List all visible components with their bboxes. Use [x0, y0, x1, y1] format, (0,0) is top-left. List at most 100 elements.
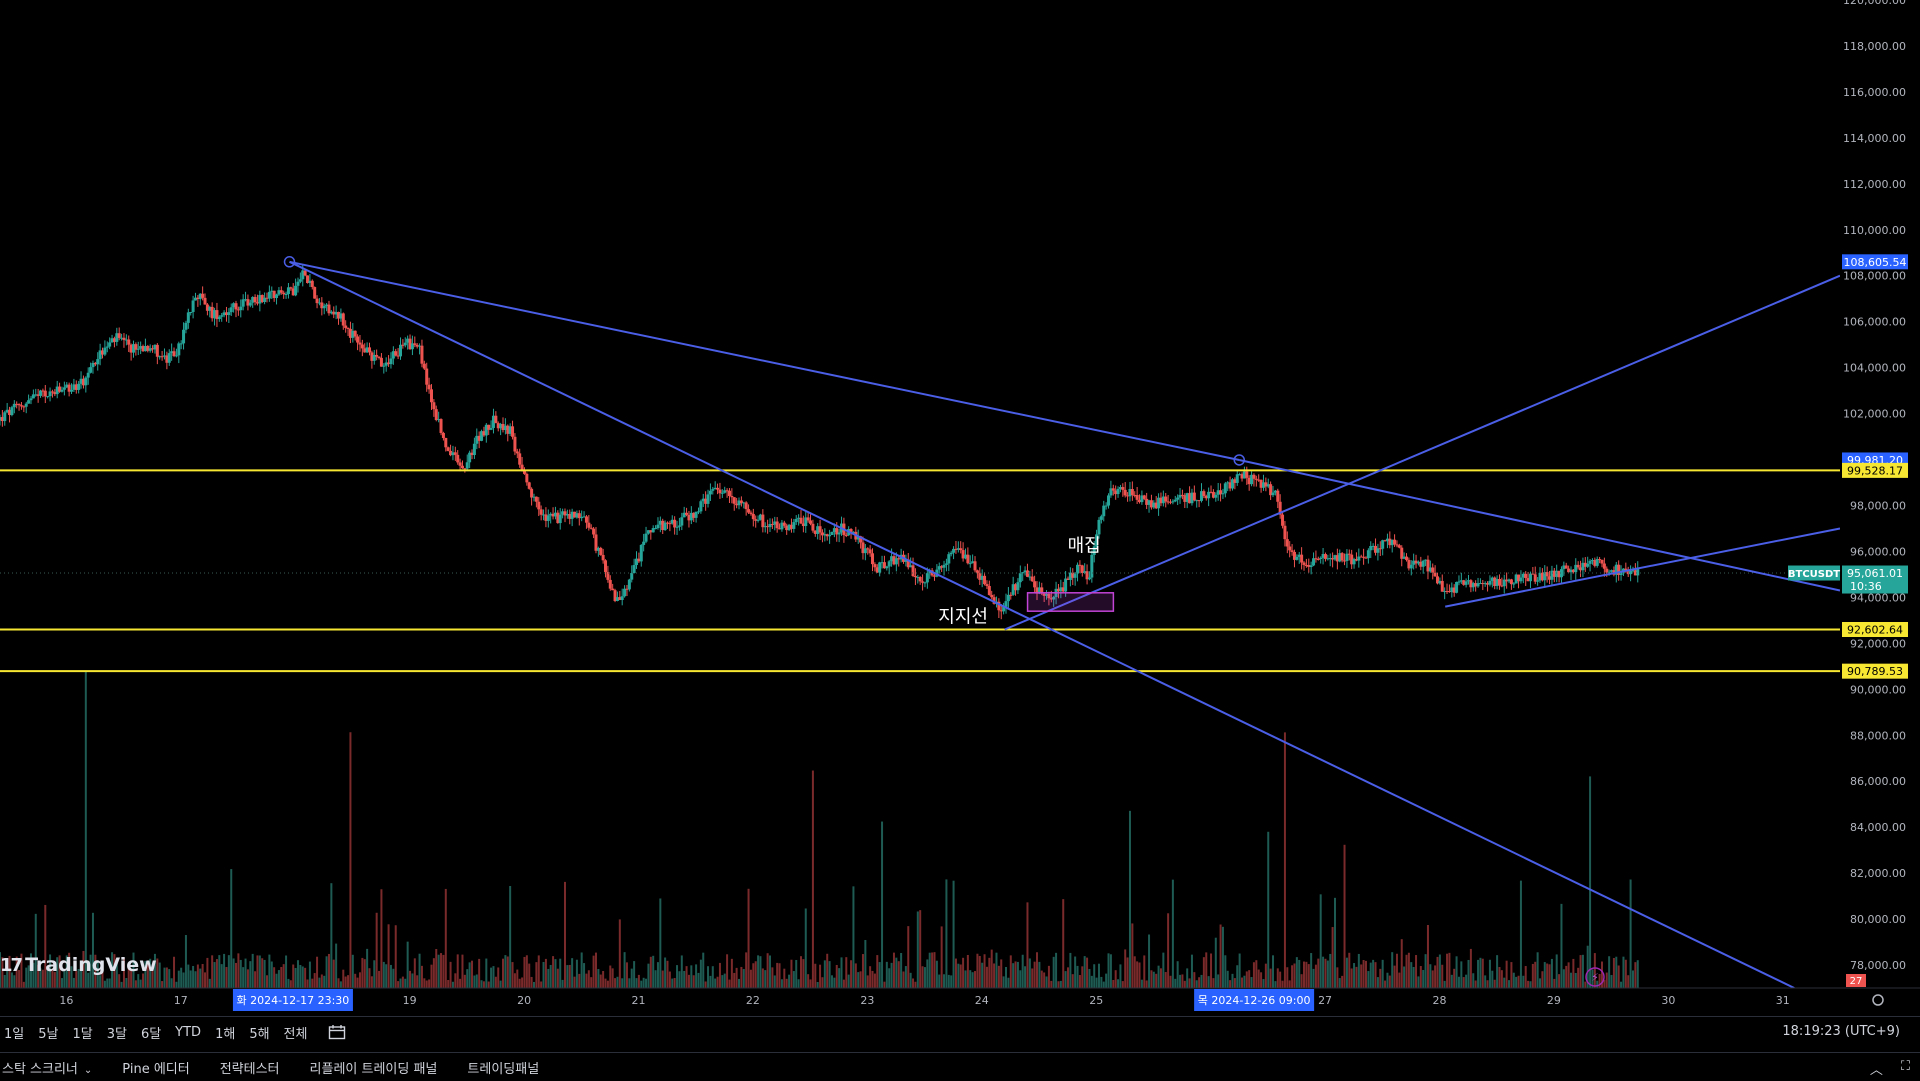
range-all-button[interactable]: 전체 — [283, 1026, 308, 1042]
range-3m-button[interactable]: 3달 — [106, 1026, 127, 1042]
clock-display[interactable]: 18:19:23 (UTC+9) — [1782, 1024, 1900, 1039]
volume-bar — [537, 955, 540, 988]
maximize-icon[interactable]: ⛶ — [1900, 1059, 1910, 1074]
volume-bar — [990, 949, 993, 988]
volume-bar — [1005, 966, 1008, 988]
candle-body — [882, 562, 886, 569]
candle-body — [224, 312, 228, 316]
volume-bar — [1517, 975, 1520, 988]
candle-body — [105, 346, 109, 348]
accumulation-annotation[interactable]: 매집 — [1068, 535, 1101, 556]
candle-body — [828, 535, 832, 537]
candle-body — [1092, 546, 1096, 555]
volume-bar — [1438, 954, 1441, 988]
candle-body — [556, 512, 560, 524]
trendline-anchor-point[interactable] — [283, 256, 296, 268]
range-5y-button[interactable]: 5해 — [249, 1026, 270, 1042]
candle-body — [210, 306, 214, 319]
trendline[interactable] — [1004, 274, 1841, 631]
volume-bar — [1133, 956, 1136, 988]
candle-body — [1109, 488, 1113, 496]
volume-bar — [84, 671, 87, 988]
tab-strategy-tester[interactable]: 전략테스터 — [219, 1061, 280, 1077]
volume-bar — [1276, 968, 1279, 988]
candle-body — [208, 306, 212, 311]
range-1m-button[interactable]: 1달 — [72, 1026, 93, 1042]
candle-body — [768, 523, 772, 528]
candle-body — [201, 293, 205, 298]
range-ytd-button[interactable]: YTD — [175, 1024, 202, 1040]
tab-trading-panel[interactable]: 트레이딩패널 — [467, 1061, 540, 1077]
volume-bar — [1364, 960, 1367, 988]
volume-bar — [1195, 980, 1198, 988]
candle-body — [227, 312, 231, 316]
volume-bar — [628, 978, 631, 988]
range-6m-button[interactable]: 6달 — [140, 1026, 162, 1042]
candle-body — [1159, 497, 1163, 504]
volume-bar — [1078, 975, 1081, 988]
volume-bar — [168, 969, 171, 988]
candle-body — [1164, 496, 1168, 502]
trendline[interactable] — [289, 260, 1240, 461]
volume-bar — [49, 954, 52, 988]
volume-bar — [423, 978, 426, 988]
candle-body — [1216, 490, 1220, 495]
lightning-icon[interactable] — [1585, 967, 1605, 987]
candle-body — [468, 452, 472, 463]
support-annotation[interactable]: 지지선 — [938, 607, 988, 628]
candle-body — [1300, 554, 1304, 563]
level-price-tag-bg — [1842, 462, 1908, 478]
candle-body — [1588, 560, 1592, 564]
candle-body — [1154, 502, 1158, 509]
trendline[interactable] — [289, 260, 1795, 989]
trendline-anchor-point[interactable] — [1233, 454, 1246, 466]
trendline[interactable] — [1239, 458, 1841, 592]
candle-body — [1266, 484, 1270, 487]
calendar-icon[interactable] — [328, 1024, 346, 1040]
volume-bar — [494, 976, 497, 988]
tab-pine-editor[interactable]: Pine 에디터 — [122, 1061, 190, 1077]
trendline[interactable] — [1445, 527, 1841, 608]
candle-body — [565, 513, 569, 516]
chevron-up-icon[interactable]: ︿ — [1869, 1063, 1883, 1078]
candle-body — [801, 523, 805, 527]
volume-bar — [449, 961, 452, 988]
range-1d-button[interactable]: 1일 — [4, 1026, 25, 1042]
accumulation-box[interactable] — [1026, 592, 1115, 612]
candle-body — [446, 447, 450, 451]
volume-bar — [1291, 965, 1294, 988]
volume-bar — [542, 962, 545, 988]
volume-bar — [971, 972, 974, 988]
candle-body — [160, 356, 164, 358]
volume-bar — [1329, 953, 1332, 988]
volume-bar — [959, 964, 962, 988]
anchor-price-tag: 108,605.54 — [1844, 256, 1907, 269]
candle-body — [127, 339, 131, 345]
candle-body — [1357, 556, 1361, 561]
tab-stock-screener[interactable]: 스탁 스크리너 ⌄ — [0, 1058, 107, 1077]
volume-bar — [134, 980, 137, 988]
volume-bar — [44, 904, 47, 988]
candle-body — [1567, 568, 1571, 573]
candle-body — [837, 532, 841, 535]
volume-bar — [1131, 923, 1134, 988]
volume-bar — [1500, 970, 1503, 988]
settings-gear-icon[interactable] — [1872, 994, 1884, 1006]
candle-body — [177, 343, 181, 356]
candle-body — [780, 522, 784, 530]
volume-bar — [1245, 971, 1248, 988]
range-5d-button[interactable]: 5날 — [38, 1026, 59, 1042]
range-1y-button[interactable]: 1해 — [215, 1026, 236, 1042]
candle-body — [615, 597, 619, 601]
volume-bar — [540, 981, 543, 988]
volume-bar — [1474, 980, 1477, 988]
candle-body — [921, 581, 925, 583]
candle-body — [327, 304, 331, 314]
candle-body — [1290, 550, 1294, 552]
candle-body — [570, 511, 574, 519]
candle-body — [956, 548, 960, 550]
volume-bar — [995, 952, 998, 988]
volume-bar — [900, 952, 903, 988]
tab-replay-trading[interactable]: 리플레이 트레이딩 패널 — [309, 1061, 438, 1077]
